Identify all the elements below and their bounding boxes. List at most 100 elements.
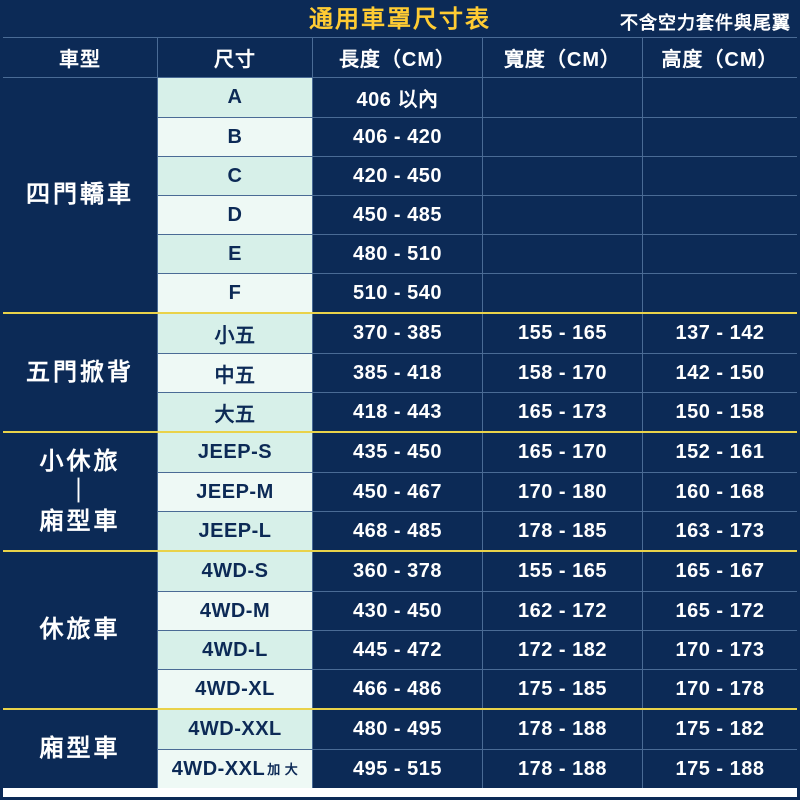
size-cell: 中五 [158,354,313,392]
height-cell [643,235,797,273]
width-cell: 172 - 182 [483,631,643,669]
size-cell: JEEP-L [158,512,313,550]
size-cell: 4WD-XXL加 大 [158,750,313,788]
group-rows: 4WD-S 360 - 378155 - 165165 - 1674WD-M430… [158,552,797,708]
size-cell: 大五 [158,393,313,431]
table-row: JEEP-L468 - 485178 - 185163 - 173 [158,511,797,550]
width-cell: 155 - 165 [483,314,643,353]
length-cell: 360 - 378 [313,552,483,591]
size-cell: JEEP-M [158,473,313,511]
table-row: 中五385 - 418158 - 170142 - 150 [158,353,797,392]
size-cell: 4WD-S [158,552,313,591]
length-cell: 445 - 472 [313,631,483,669]
width-cell [483,157,643,195]
table-row: B406 - 420 [158,117,797,156]
size-cell: 小五 [158,314,313,353]
size-cell: 4WD-XL [158,670,313,708]
length-cell: 466 - 486 [313,670,483,708]
type-label: 五門掀背 [3,314,158,431]
size-value: 4WD-S [202,560,269,583]
height-cell: 160 - 168 [643,473,797,511]
size-value: 4WD-XXL [188,718,282,741]
width-cell: 175 - 185 [483,670,643,708]
height-cell: 150 - 158 [643,393,797,431]
table-row: 4WD-XXL480 - 495178 - 188175 - 182 [158,710,797,749]
type-group: 小休旅 ｜ 廂型車JEEP-S435 - 450165 - 170152 - 1… [3,431,797,550]
title-bar: 通用車罩尺寸表 不含空力套件與尾翼 [3,3,797,37]
table-row: C420 - 450 [158,156,797,195]
size-value: 大五 [215,398,256,427]
width-cell [483,274,643,312]
size-value: 中五 [215,359,256,388]
length-cell: 510 - 540 [313,274,483,312]
height-cell [643,274,797,312]
table-row: 大五 418 - 443165 - 173150 - 158 [158,392,797,431]
group-rows: A406 以內B406 - 420C420 - 450D450 - 485E48… [158,78,797,312]
table-row: D450 - 485 [158,195,797,234]
col-header-type: 車型 [3,38,158,77]
length-cell: 450 - 467 [313,473,483,511]
size-cell: E [158,235,313,273]
type-group: 四門轎車A406 以內B406 - 420C420 - 450D450 - 48… [3,77,797,312]
height-cell: 170 - 173 [643,631,797,669]
type-group: 五門掀背小五370 - 385155 - 165137 - 142中五385 -… [3,312,797,431]
width-cell: 178 - 188 [483,750,643,788]
size-value: 4WD-L [202,639,268,662]
type-label: 廂型車 [3,710,158,788]
height-cell: 175 - 182 [643,710,797,749]
size-value: 4WD-M [200,600,270,623]
width-cell [483,118,643,156]
size-value: 小五 [215,319,256,348]
table-row: JEEP-S435 - 450165 - 170152 - 161 [158,433,797,472]
table-row: 4WD-M430 - 450162 - 172165 - 172 [158,591,797,630]
type-group: 廂型車4WD-XXL480 - 495178 - 188175 - 1824WD… [3,708,797,788]
col-header-size: 尺寸 [158,38,313,77]
col-header-width: 寬度（CM） [483,38,643,77]
group-rows: 4WD-XXL480 - 495178 - 188175 - 1824WD-XX… [158,710,797,788]
length-cell: 450 - 485 [313,196,483,234]
height-cell [643,118,797,156]
width-cell: 178 - 185 [483,512,643,550]
size-value: JEEP-M [196,481,273,504]
type-label: 休旅車 [3,552,158,708]
col-header-height: 高度（CM） [643,38,797,77]
width-cell [483,78,643,117]
size-cell: D [158,196,313,234]
size-cell: F [158,274,313,312]
width-cell: 158 - 170 [483,354,643,392]
width-cell: 162 - 172 [483,592,643,630]
width-cell: 165 - 170 [483,433,643,472]
height-cell: 165 - 172 [643,592,797,630]
table-row: E480 - 510 [158,234,797,273]
size-cell: 4WD-L [158,631,313,669]
height-cell: 137 - 142 [643,314,797,353]
table-row: A406 以內 [158,78,797,117]
width-cell [483,235,643,273]
width-cell: 155 - 165 [483,552,643,591]
col-header-length: 長度（CM） [313,38,483,77]
table-row: 4WD-S 360 - 378155 - 165165 - 167 [158,552,797,591]
size-cell: B [158,118,313,156]
table-row: JEEP-M 450 - 467170 - 180160 - 168 [158,472,797,511]
height-cell: 175 - 188 [643,750,797,788]
width-cell: 170 - 180 [483,473,643,511]
length-cell: 435 - 450 [313,433,483,472]
size-value: C [228,165,243,188]
table-row: 小五370 - 385155 - 165137 - 142 [158,314,797,353]
height-cell [643,157,797,195]
length-cell: 418 - 443 [313,393,483,431]
height-cell: 170 - 178 [643,670,797,708]
size-cell: JEEP-S [158,433,313,472]
width-cell: 165 - 173 [483,393,643,431]
size-cell: 4WD-M [158,592,313,630]
size-value: JEEP-S [198,441,272,464]
size-chart-table: 通用車罩尺寸表 不含空力套件與尾翼 車型 尺寸 長度（CM） 寬度（CM） 高度… [0,0,800,800]
height-cell [643,78,797,117]
table-body: 四門轎車A406 以內B406 - 420C420 - 450D450 - 48… [3,77,797,788]
length-cell: 468 - 485 [313,512,483,550]
height-cell: 165 - 167 [643,552,797,591]
table-row: 4WD-L 445 - 472172 - 182170 - 173 [158,630,797,669]
size-value: F [229,282,242,305]
size-value: JEEP-L [198,520,271,543]
width-cell [483,196,643,234]
